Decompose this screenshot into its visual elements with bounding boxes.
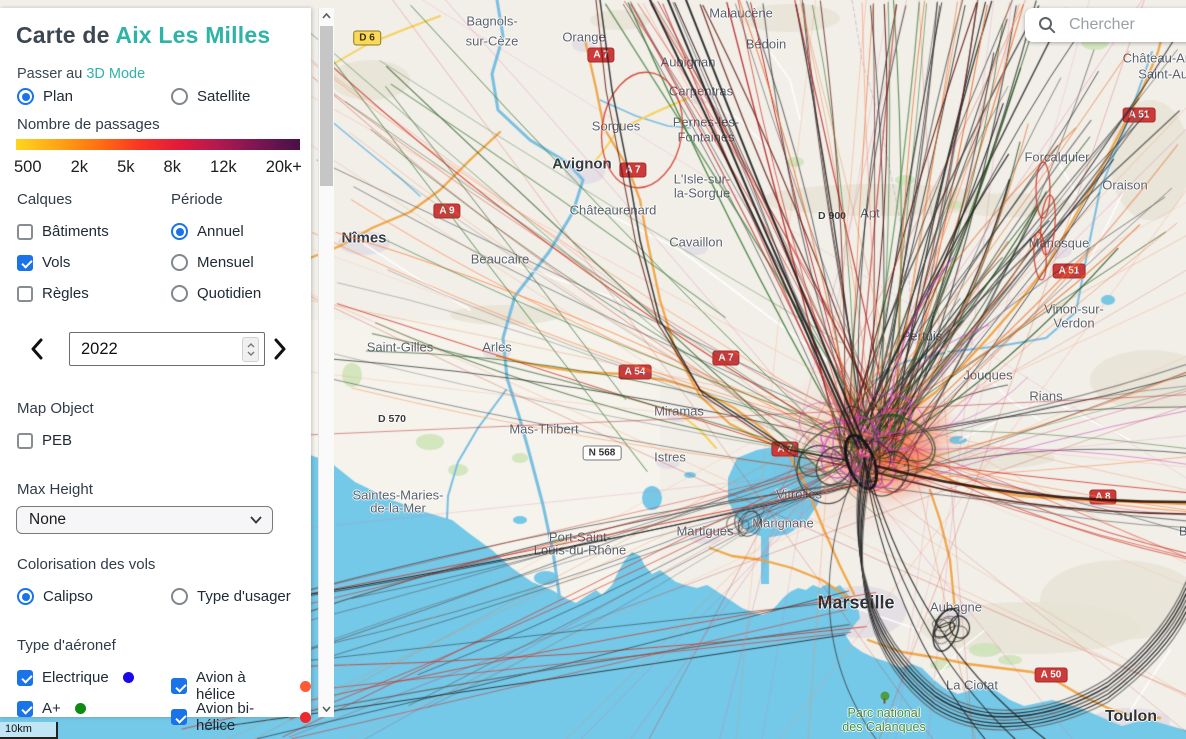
max-height-title: Max Height xyxy=(17,481,93,498)
search-icon xyxy=(1039,17,1056,34)
tick-label: 8k xyxy=(163,158,181,176)
radio-icon[interactable] xyxy=(17,588,34,605)
period-section-title: Période xyxy=(171,191,223,208)
color-dot xyxy=(122,672,134,683)
radio-satellite[interactable]: Satellite xyxy=(171,88,250,105)
passage-count-gradient xyxy=(16,139,300,150)
radio-annuel[interactable]: Annuel xyxy=(171,223,244,240)
radio-plan[interactable]: Plan xyxy=(17,88,73,105)
legend-title: Nombre de passages xyxy=(17,116,160,133)
map-scale-bar: 10km xyxy=(0,722,58,739)
checkbox-vols[interactable]: Vols xyxy=(17,254,70,271)
title-prefix: Carte de xyxy=(16,22,110,48)
checkbox-icon[interactable] xyxy=(17,432,33,449)
radio-mensuel[interactable]: Mensuel xyxy=(171,254,254,271)
tick-label: 500 xyxy=(14,158,42,176)
chevron-down-icon xyxy=(322,706,331,712)
aircraft-type-title: Type d'aéronef xyxy=(17,637,116,654)
checkbox-aplus[interactable]: A+ xyxy=(17,700,86,717)
mode-3d-link[interactable]: 3D Mode xyxy=(86,66,146,82)
year-spinner[interactable] xyxy=(242,337,259,362)
checkbox-batiments[interactable]: Bâtiments xyxy=(17,223,109,240)
scrollbar-up-button[interactable] xyxy=(319,8,334,24)
spinner-down-icon[interactable] xyxy=(247,351,255,356)
legend-ticks: 500 2k 5k 8k 12k 20k+ xyxy=(14,158,302,177)
next-year-button[interactable] xyxy=(273,338,287,360)
site-name: Aix Les Milles xyxy=(115,22,271,48)
year-input-box[interactable] xyxy=(69,332,265,366)
radio-type-usager[interactable]: Type d'usager xyxy=(171,588,291,605)
coloring-title: Colorisation des vols xyxy=(17,556,156,573)
radio-icon[interactable] xyxy=(171,88,188,105)
chevron-down-icon xyxy=(250,516,262,524)
checkbox-avion-helice[interactable]: Avion à hélice xyxy=(171,669,311,703)
max-height-select[interactable]: None xyxy=(16,506,273,534)
color-dot xyxy=(300,680,311,692)
spinner-up-icon[interactable] xyxy=(247,343,255,348)
color-dot xyxy=(74,703,86,714)
sidebar-panel: Carte de Aix Les Milles Passer au 3D Mod… xyxy=(0,8,311,734)
scrollbar-thumb[interactable] xyxy=(320,26,333,186)
checkbox-regles[interactable]: Règles xyxy=(17,285,89,302)
scrollbar-down-button[interactable] xyxy=(319,701,334,717)
tick-label: 12k xyxy=(210,158,237,176)
radio-icon[interactable] xyxy=(171,588,188,605)
search-input[interactable] xyxy=(1067,15,1176,35)
search-box[interactable] xyxy=(1025,8,1186,42)
previous-year-button[interactable] xyxy=(30,338,44,360)
radio-calipso[interactable]: Calipso xyxy=(17,588,93,605)
radio-quotidien[interactable]: Quotidien xyxy=(171,285,261,302)
mode-switch-line: Passer au 3D Mode xyxy=(17,66,145,82)
sidebar-scrollbar[interactable] xyxy=(318,8,334,717)
tick-label: 20k+ xyxy=(265,158,302,176)
map-object-title: Map Object xyxy=(17,400,94,417)
year-input[interactable] xyxy=(79,334,229,364)
checkbox-icon[interactable] xyxy=(17,700,33,717)
radio-icon[interactable] xyxy=(171,223,188,240)
mode-prefix: Passer au xyxy=(17,66,83,82)
checkbox-icon[interactable] xyxy=(171,678,187,694)
checkbox-icon[interactable] xyxy=(17,254,33,271)
radio-icon[interactable] xyxy=(171,254,188,271)
checkbox-electrique[interactable]: Electrique xyxy=(17,669,134,686)
checkbox-icon[interactable] xyxy=(171,709,187,725)
radio-icon[interactable] xyxy=(171,285,188,302)
checkbox-icon[interactable] xyxy=(17,285,33,302)
color-dot xyxy=(300,711,311,723)
chevron-up-icon xyxy=(322,13,331,19)
tick-label: 5k xyxy=(117,158,135,176)
radio-icon[interactable] xyxy=(17,88,34,105)
checkbox-peb[interactable]: PEB xyxy=(17,432,72,449)
checkbox-icon[interactable] xyxy=(17,669,33,686)
checkbox-icon[interactable] xyxy=(17,223,33,240)
layers-section-title: Calques xyxy=(17,191,73,208)
page-title: Carte de Aix Les Milles xyxy=(16,22,270,49)
map-scale-label: 10km xyxy=(5,723,32,735)
checkbox-avion-bihelice[interactable]: Avion bi-hélice xyxy=(171,700,311,734)
tick-label: 2k xyxy=(70,158,89,176)
max-height-value: None xyxy=(29,511,67,528)
